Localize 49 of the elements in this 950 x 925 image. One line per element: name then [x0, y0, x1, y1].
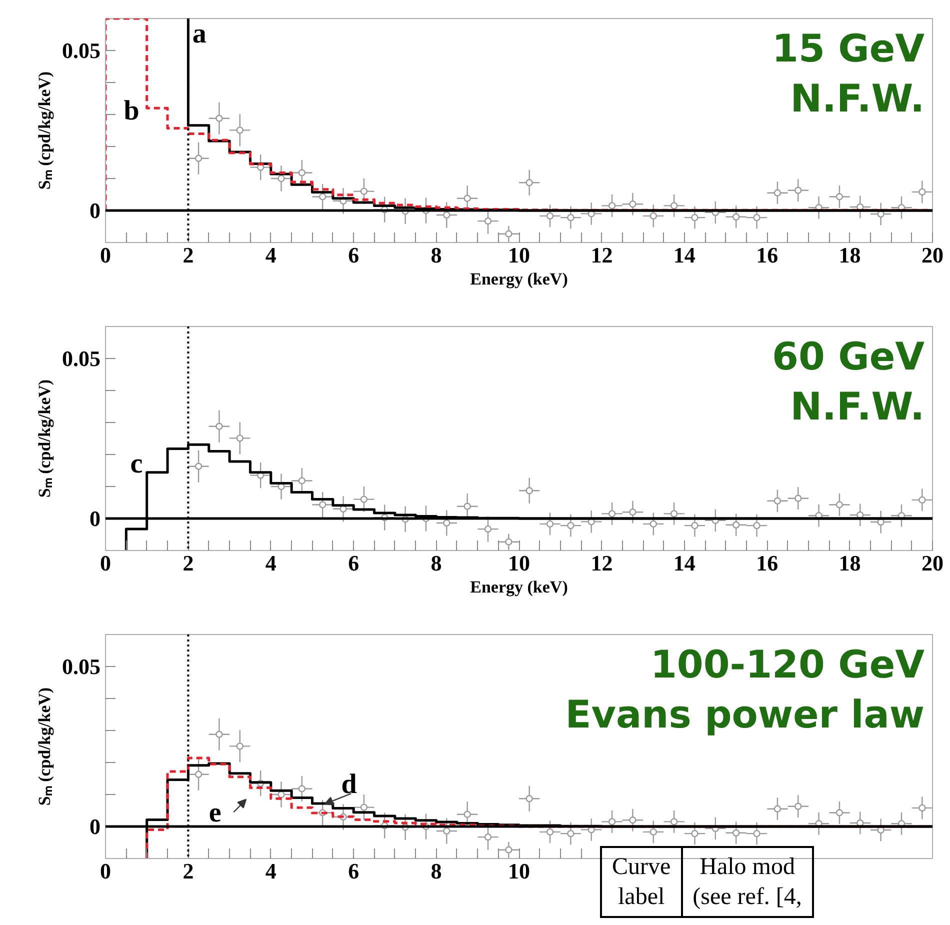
annotation: N.F.W. [790, 384, 925, 428]
x-tick-label: 2 [182, 858, 194, 884]
x-tick-label: 12 [590, 550, 613, 576]
annotation: Halo mod (see ref. [4, [682, 847, 813, 917]
y-axis-title: Sₘ (cpd/kg/keV) [35, 71, 54, 190]
y-tick-label: 0.05 [62, 38, 100, 63]
x-axis-title: Energy (keV) [470, 578, 568, 596]
x-tick-label: 14 [673, 550, 696, 576]
x-tick-label: 16 [756, 242, 778, 268]
x-tick-label: 4 [265, 550, 276, 576]
x-tick-label: 12 [590, 242, 613, 268]
annotation: 60 GeV [772, 334, 926, 378]
x-tick-label: 4 [265, 242, 276, 268]
y-tick-label: 0.05 [62, 654, 100, 679]
x-tick-label: 2 [182, 550, 194, 576]
annotation: Evans power law [565, 692, 925, 736]
x-tick-label: 6 [348, 550, 360, 576]
x-tick-label: 10 [508, 242, 530, 268]
x-tick-label: 18 [838, 550, 861, 576]
annotation: Curve label [601, 847, 682, 917]
annotation: 15 GeV [772, 26, 926, 70]
annotation: N.F.W. [790, 76, 925, 120]
x-tick-label: 8 [430, 242, 442, 268]
annotation: 100-120 GeV [650, 642, 926, 686]
annotation: a [192, 18, 206, 50]
x-tick-label: 6 [348, 242, 360, 268]
x-tick-label: 6 [348, 858, 360, 884]
x-tick-label: 20 [922, 550, 944, 576]
annotation: d [341, 769, 358, 800]
x-tick-label: 4 [265, 858, 276, 884]
x-tick-label: 18 [838, 242, 861, 268]
x-tick-label: 10 [508, 550, 530, 576]
x-tick-label: 8 [430, 550, 442, 576]
x-axis-title: Energy (keV) [470, 270, 568, 288]
x-tick-label: 8 [430, 858, 442, 884]
y-tick-label: 0 [90, 198, 100, 223]
x-tick-label: 10 [508, 858, 530, 884]
y-tick-label: 0 [90, 814, 100, 839]
x-tick-label: 16 [756, 550, 778, 576]
y-axis-title: Sₘ (cpd/kg/keV) [35, 687, 54, 806]
x-tick-label: 2 [182, 242, 194, 268]
annotation: e [208, 798, 222, 829]
x-tick-label: 20 [922, 242, 944, 268]
annotation: c [130, 448, 143, 480]
y-axis-title: Sₘ (cpd/kg/keV) [35, 379, 54, 498]
x-tick-label: 14 [673, 242, 696, 268]
y-tick-label: 0 [90, 506, 100, 531]
y-tick-label: 0.05 [62, 346, 100, 371]
annotation: b [124, 96, 140, 127]
